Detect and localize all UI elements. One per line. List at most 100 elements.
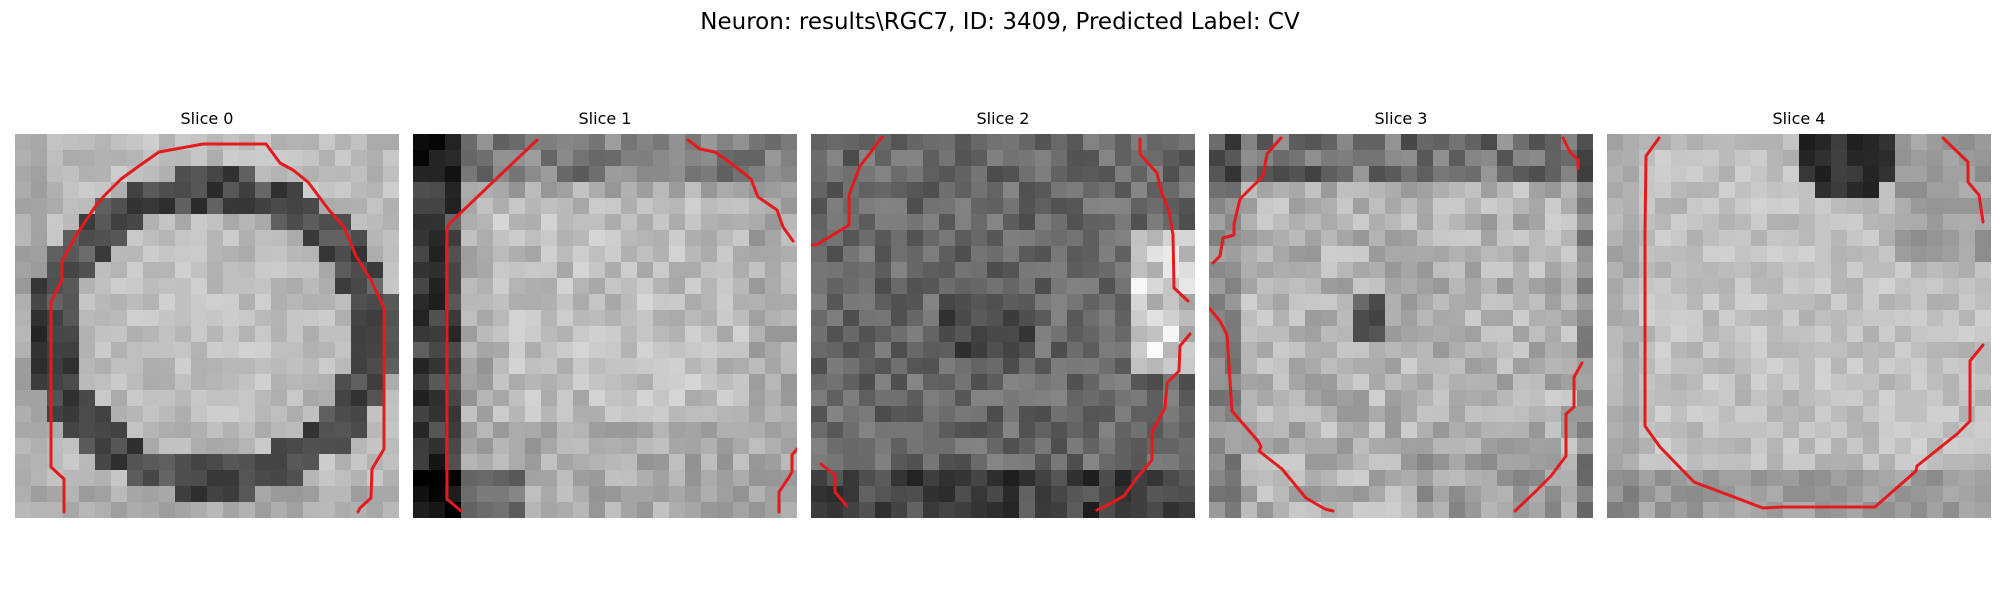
- pixel-cell: [1545, 278, 1562, 295]
- pixel-cell: [351, 390, 368, 407]
- pixel-cell: [1385, 438, 1402, 455]
- pixel-cell: [1417, 390, 1434, 407]
- pixel-cell: [1051, 262, 1068, 279]
- pixel-cell: [1147, 390, 1164, 407]
- pixel-cell: [859, 214, 876, 231]
- pixel-cell: [1019, 166, 1036, 183]
- pixel-cell: [859, 438, 876, 455]
- pixel-cell: [1099, 246, 1116, 263]
- pixel-cell: [653, 422, 670, 439]
- pixel-cell: [175, 406, 192, 423]
- pixel-cell: [939, 214, 956, 231]
- pixel-cell: [669, 406, 686, 423]
- pixel-cell: [1799, 374, 1816, 391]
- pixel-cell: [1449, 166, 1466, 183]
- pixel-cell: [1831, 150, 1848, 167]
- pixel-cell: [907, 454, 924, 471]
- pixel-cell: [1975, 294, 1991, 311]
- pixel-cell: [765, 150, 782, 167]
- pixel-cell: [1703, 278, 1720, 295]
- pixel-cell: [749, 486, 766, 503]
- pixel-cell: [477, 342, 494, 359]
- pixel-cell: [15, 422, 32, 439]
- pixel-cell: [1927, 150, 1944, 167]
- pixel-cell: [207, 214, 224, 231]
- pixel-cell: [891, 310, 908, 327]
- pixel-cell: [1385, 486, 1402, 503]
- pixel-cell: [1671, 230, 1688, 247]
- pixel-cell: [781, 198, 797, 215]
- pixel-cell: [1369, 310, 1386, 327]
- pixel-cell: [1209, 198, 1226, 215]
- pixel-cell: [1959, 246, 1976, 263]
- pixel-cell: [1273, 438, 1290, 455]
- pixel-cell: [1067, 454, 1084, 471]
- pixel-cell: [573, 214, 590, 231]
- pixel-cell: [31, 358, 48, 375]
- pixel-cell: [891, 390, 908, 407]
- pixel-cell: [1305, 214, 1322, 231]
- pixel-cell: [955, 278, 972, 295]
- pixel-cell: [557, 278, 574, 295]
- pixel-cell: [1545, 230, 1562, 247]
- pixel-cell: [477, 230, 494, 247]
- pixel-cell: [1655, 166, 1672, 183]
- pixel-cell: [1879, 406, 1896, 423]
- pixel-cell: [907, 214, 924, 231]
- pixel-cell: [1003, 182, 1020, 199]
- pixel-cell: [749, 166, 766, 183]
- pixel-cell: [955, 294, 972, 311]
- pixel-cell: [1545, 486, 1562, 503]
- pixel-cell: [175, 166, 192, 183]
- pixel-cell: [1561, 422, 1578, 439]
- pixel-cell: [1131, 454, 1148, 471]
- pixel-cell: [891, 134, 908, 151]
- pixel-cell: [765, 278, 782, 295]
- pixel-cell: [1863, 214, 1880, 231]
- pixel-cell: [1927, 278, 1944, 295]
- pixel-cell: [159, 390, 176, 407]
- pixel-cell: [605, 342, 622, 359]
- pixel-cell: [1703, 470, 1720, 487]
- pixel-cell: [557, 262, 574, 279]
- pixel-cell: [541, 214, 558, 231]
- pixel-cell: [1337, 246, 1354, 263]
- pixel-cell: [1607, 166, 1624, 183]
- pixel-cell: [891, 262, 908, 279]
- pixel-cell: [685, 438, 702, 455]
- pixel-cell: [1147, 438, 1164, 455]
- pixel-cell: [445, 438, 462, 455]
- pixel-cell: [669, 454, 686, 471]
- pixel-cell: [1369, 166, 1386, 183]
- pixel-cell: [1433, 246, 1450, 263]
- pixel-cell: [875, 406, 892, 423]
- pixel-cell: [717, 342, 734, 359]
- pixel-cell: [271, 406, 288, 423]
- pixel-cell: [1895, 262, 1912, 279]
- pixel-cell: [589, 134, 606, 151]
- pixel-cell: [525, 374, 542, 391]
- pixel-cell: [239, 262, 256, 279]
- pixel-cell: [1847, 374, 1864, 391]
- pixel-cell: [367, 358, 384, 375]
- pixel-cell: [1911, 150, 1928, 167]
- pixel-cell: [1273, 166, 1290, 183]
- pixel-cell: [159, 454, 176, 471]
- pixel-cell: [557, 390, 574, 407]
- pixel-cell: [1051, 342, 1068, 359]
- pixel-cell: [1927, 406, 1944, 423]
- pixel-cell: [1131, 214, 1148, 231]
- pixel-cell: [303, 278, 320, 295]
- pixel-cell: [1783, 134, 1800, 151]
- pixel-cell: [31, 246, 48, 263]
- slice-image-1: [413, 134, 797, 518]
- pixel-cell: [733, 262, 750, 279]
- pixel-cell: [717, 486, 734, 503]
- pixel-cell: [605, 134, 622, 151]
- pixel-cell: [1385, 294, 1402, 311]
- pixel-cell: [1895, 278, 1912, 295]
- pixel-cell: [1911, 374, 1928, 391]
- pixel-cell: [781, 246, 797, 263]
- pixel-cell: [939, 294, 956, 311]
- pixel-cell: [255, 230, 272, 247]
